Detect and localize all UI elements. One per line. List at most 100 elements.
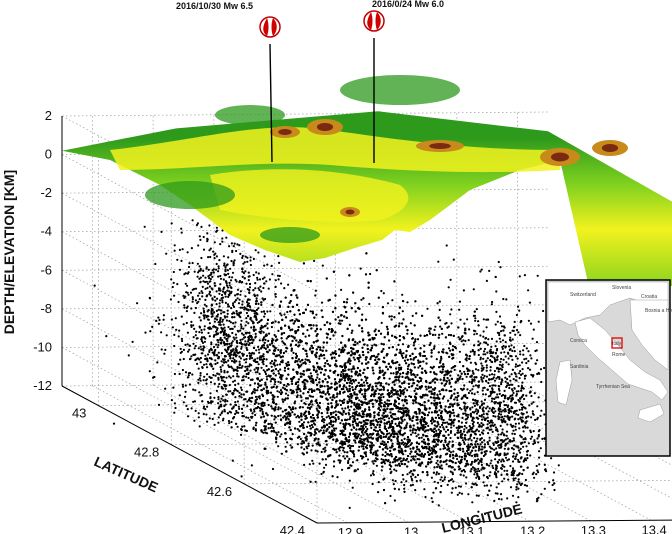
hypocenter-point [213, 282, 216, 285]
hypocenter-point [264, 338, 267, 341]
hypocenter-point [351, 338, 354, 342]
hypocenter-point [184, 272, 187, 275]
hypocenter-point [444, 421, 447, 424]
hypocenter-point [377, 296, 380, 299]
hypocenter-point [372, 419, 375, 422]
hypocenter-point [215, 309, 218, 312]
hypocenter-point [293, 413, 296, 416]
hypocenter-point [162, 318, 165, 321]
hypocenter-point [229, 345, 232, 348]
hypocenter-point [184, 282, 187, 285]
hypocenter-point [192, 342, 195, 345]
hypocenter-point [282, 351, 285, 355]
hypocenter-point [210, 273, 213, 276]
hypocenter-point [314, 400, 317, 403]
hypocenter-point [343, 315, 346, 318]
hypocenter-point [294, 331, 297, 335]
hypocenter-point [307, 368, 310, 371]
hypocenter-point [306, 279, 309, 283]
hypocenter-point [442, 365, 445, 368]
hypocenter-point [296, 391, 299, 394]
hypocenter-point [289, 420, 292, 423]
hypocenter-point [334, 307, 337, 310]
hypocenter-point [215, 262, 218, 266]
hypocenter-point [227, 359, 230, 362]
hypocenter-point [184, 295, 187, 298]
grid-line [244, 479, 672, 485]
hypocenter-point [230, 242, 233, 245]
hypocenter-point [242, 327, 245, 330]
hypocenter-point [286, 310, 289, 314]
hypocenter-point [260, 310, 263, 313]
hypocenter-point [397, 366, 400, 369]
hypocenter-point [216, 328, 219, 331]
hypocenter-point [417, 366, 420, 369]
hypocenter-point [352, 343, 355, 346]
hypocenter-point [219, 413, 222, 416]
hypocenter-point [382, 388, 385, 391]
hypocenter-point [231, 271, 235, 274]
hypocenter-point [241, 338, 244, 341]
hypocenter-point [192, 400, 195, 403]
hypocenter-point [241, 411, 244, 414]
hypocenter-point [322, 341, 325, 344]
hypocenter-point [236, 366, 239, 369]
hypocenter-point [256, 377, 259, 380]
hypocenter-point [203, 314, 207, 317]
hypocenter-point [257, 251, 260, 254]
hypocenter-point [335, 359, 338, 362]
hypocenter-point [279, 300, 283, 303]
hypocenter-point [218, 321, 222, 324]
hypocenter-point [225, 280, 228, 284]
hypocenter-point [245, 358, 248, 361]
hypocenter-point [389, 366, 392, 369]
hypocenter-point [326, 381, 329, 384]
hypocenter-point [194, 334, 197, 337]
hypocenter-point [208, 326, 211, 329]
hypocenter-point [411, 419, 414, 422]
hypocenter-point [199, 345, 202, 348]
hypocenter-point [227, 256, 230, 259]
hypocenter-point [185, 321, 188, 325]
hypocenter-point [258, 320, 261, 323]
hypocenter-point [329, 322, 332, 325]
hypocenter-point [332, 394, 335, 397]
hypocenter-point [227, 364, 230, 367]
hypocenter-point [308, 324, 311, 327]
hypocenter-point [202, 363, 206, 366]
hypocenter-point [213, 423, 216, 426]
hypocenter-point [226, 303, 230, 306]
hypocenter-point [155, 319, 158, 322]
hypocenter-point [231, 276, 234, 279]
hypocenter-point [372, 372, 375, 375]
hypocenter-point [224, 343, 227, 346]
hypocenter-point [173, 249, 176, 252]
hypocenter-point [401, 356, 404, 359]
hypocenter-point [260, 330, 263, 333]
hypocenter-point [241, 256, 244, 259]
hypocenter-point [260, 416, 263, 419]
hypocenter-point [337, 410, 340, 414]
hypocenter-point [219, 342, 222, 345]
hypocenter-point [386, 440, 389, 444]
hypocenter-point [224, 400, 227, 403]
hypocenter-point [216, 315, 219, 318]
hypocenter-point [256, 371, 259, 374]
hypocenter-point [293, 289, 296, 292]
hypocenter-point [209, 381, 213, 384]
hypocenter-point [263, 315, 266, 318]
hypocenter-point [223, 336, 226, 339]
hypocenter-point [180, 231, 183, 234]
hypocenter-point [254, 287, 257, 290]
hypocenter-point [335, 382, 338, 385]
hypocenter-point [205, 305, 208, 308]
hypocenter-point [238, 360, 241, 363]
hypocenter-point [352, 432, 355, 435]
hypocenter-point [470, 392, 474, 395]
hypocenter-point [279, 381, 282, 384]
hypocenter-point [230, 259, 233, 263]
hypocenter-point [426, 414, 429, 417]
hypocenter-point [248, 342, 251, 345]
hypocenter-point [248, 352, 251, 355]
hypocenter-point [218, 323, 221, 326]
